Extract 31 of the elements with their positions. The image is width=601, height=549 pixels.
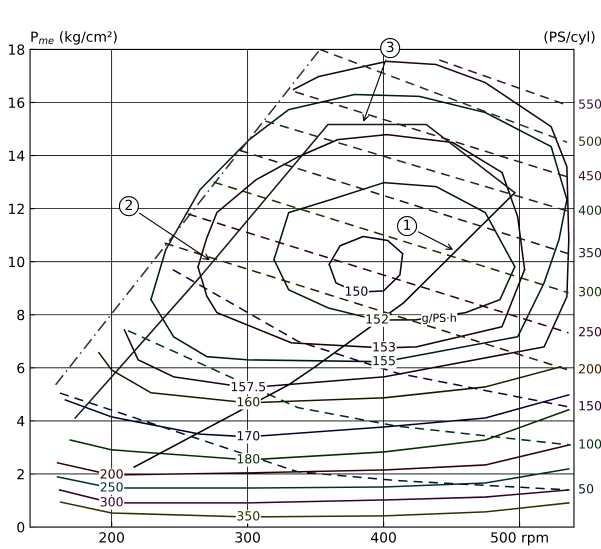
annotation: 1: [404, 220, 410, 230]
y-axis-title: P$_{me}$ (kg/cm²): [31, 31, 117, 45]
series-label: 50: [579, 484, 594, 494]
y-tick-label: 0: [17, 522, 24, 533]
y-tick-label: 2: [17, 468, 24, 480]
series-label: 400: [578, 205, 601, 215]
series-label: 500: [579, 136, 601, 146]
y2-axis-title: (PS/cyl): [544, 31, 595, 45]
y-tick-label: 18: [9, 44, 24, 55]
series-label: 100: [579, 439, 601, 449]
y-tick-label: 6: [17, 362, 24, 374]
y-tick-label: 14: [9, 150, 24, 161]
series-label: 350: [579, 248, 601, 258]
series-label: 250: [579, 326, 601, 336]
y-tick-label: 4: [17, 416, 24, 426]
series-label: 450: [578, 170, 601, 180]
x-tick-label: 500 rpm: [491, 532, 548, 546]
y-tick-label: 12: [9, 204, 24, 214]
series-label: 300: [579, 286, 601, 296]
series-label: 150: [579, 401, 601, 410]
y-tick-label: 8: [17, 310, 24, 320]
y-tick-label: 16: [9, 97, 24, 108]
x-tick-label: 300: [235, 532, 260, 543]
annotation: 3: [386, 42, 394, 52]
series-label: 550: [579, 99, 601, 109]
x-tick-label: 400: [371, 532, 396, 543]
y-tick-label: 10: [9, 256, 24, 268]
x-tick-label: 200: [99, 532, 124, 543]
annotation: g/PS·h: [422, 313, 456, 324]
annotation: 2: [126, 200, 132, 210]
series-label: 200: [579, 364, 601, 374]
